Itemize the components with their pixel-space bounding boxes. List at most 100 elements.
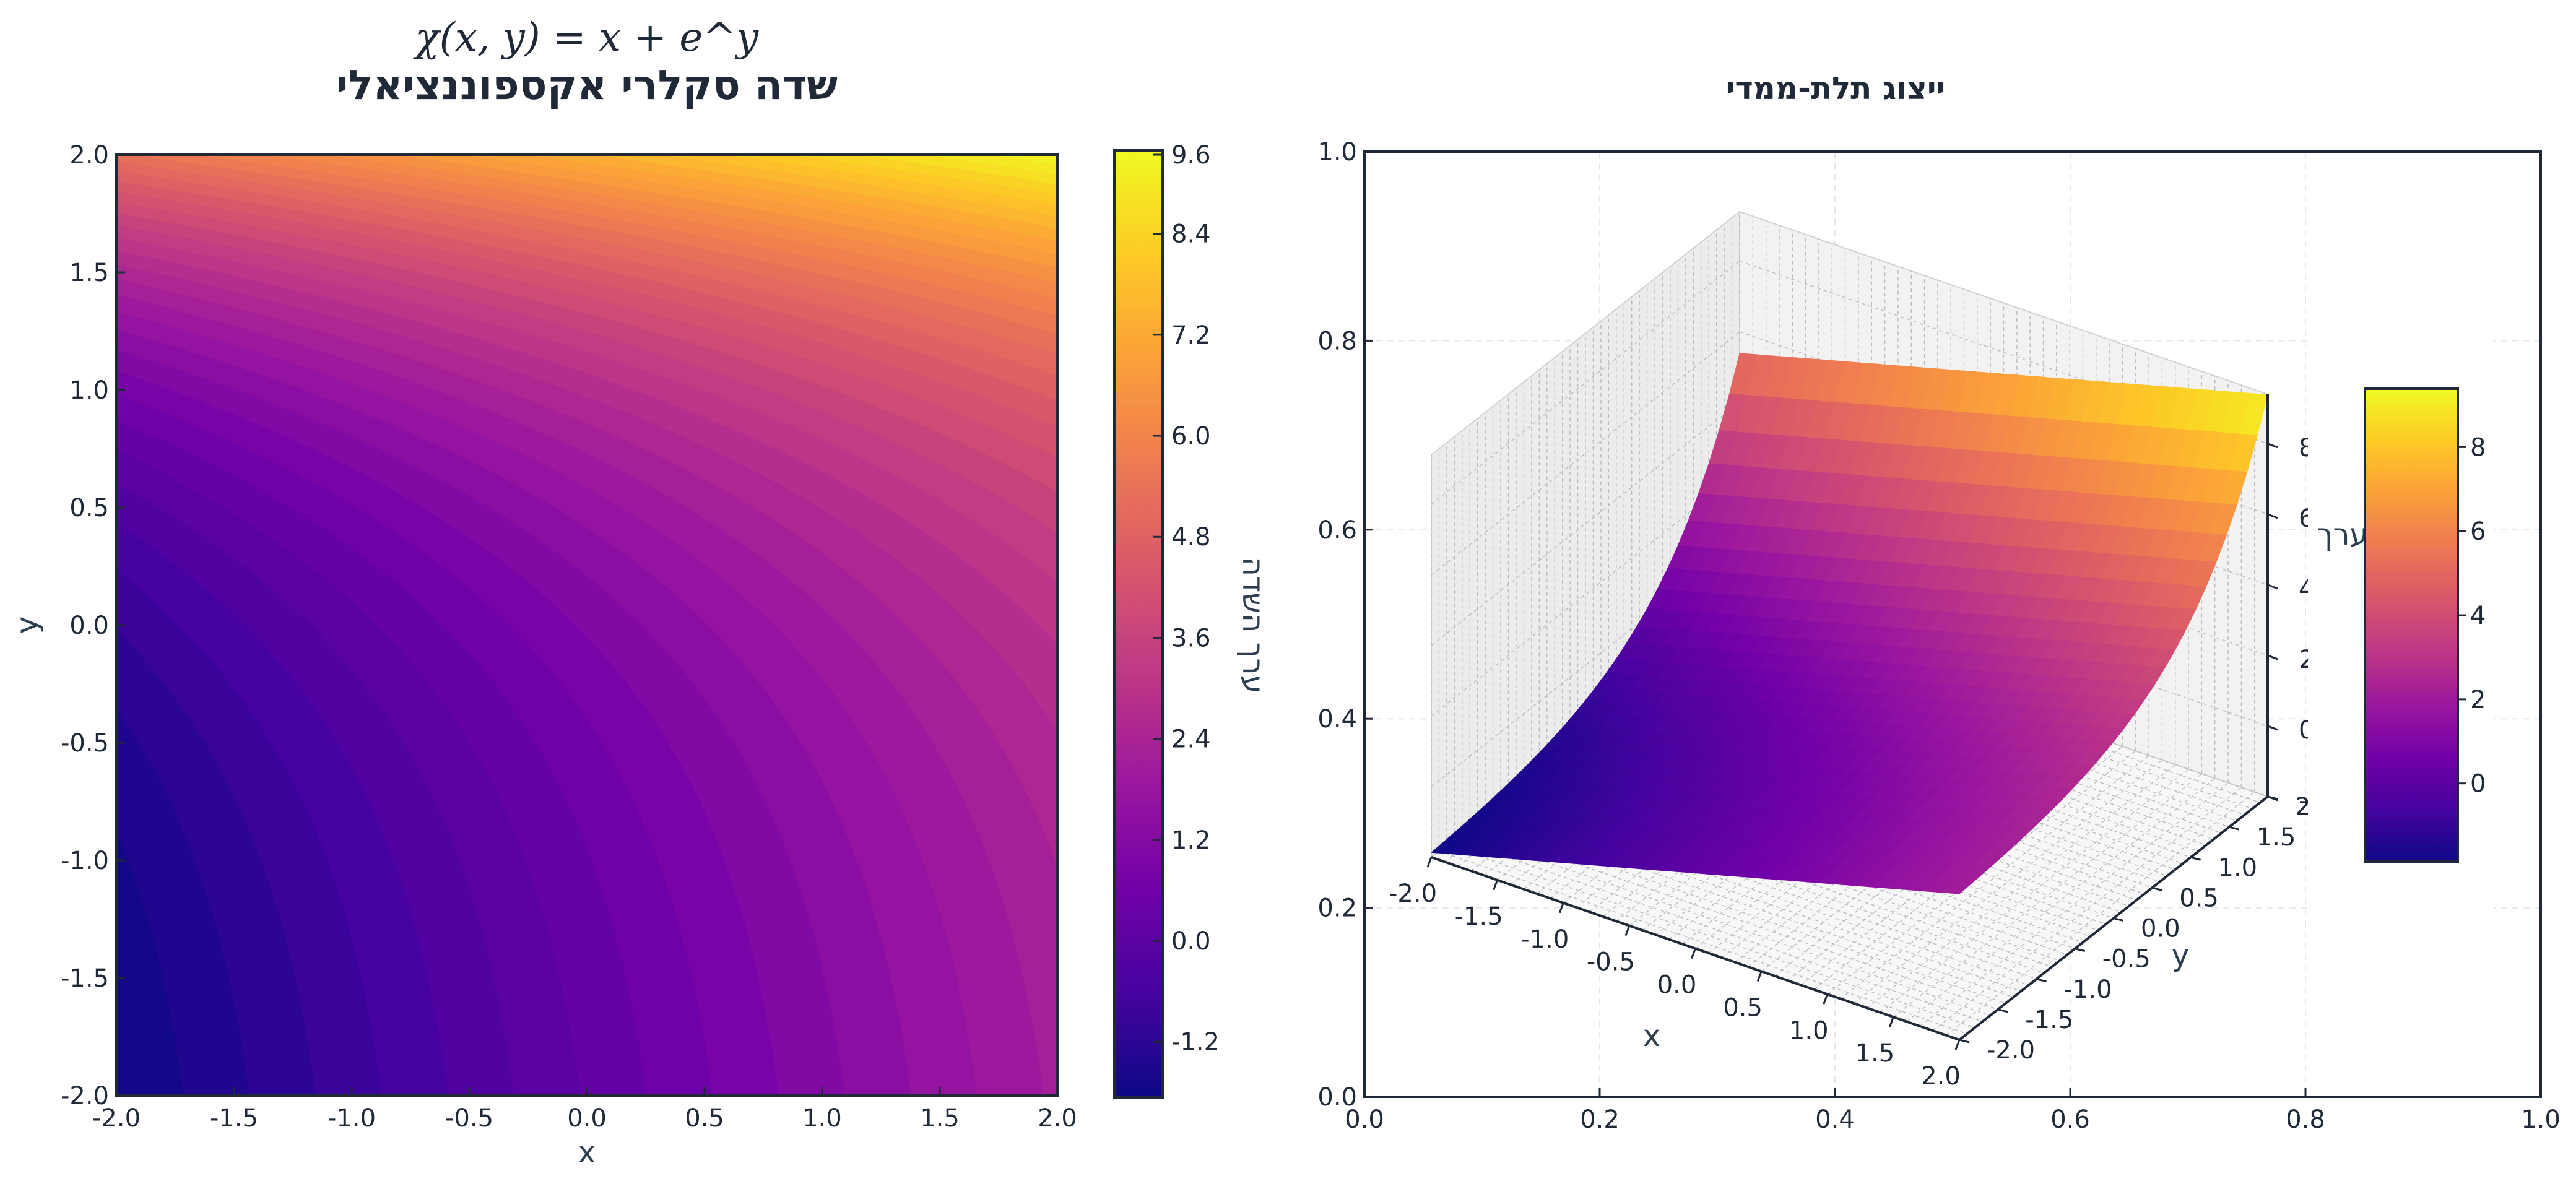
z-tick (2267, 584, 2278, 590)
contour-x-tick-label: -1.5 (210, 1104, 258, 1133)
x-tick-label: 0.0 (1657, 971, 1697, 1000)
surface-outer-y-ticks: 0.0 0.2 0.4 0.6 0.8 1.0 (1317, 138, 1373, 1112)
pane-grid-line (1516, 790, 2045, 974)
x-tick-label: -0.5 (1587, 948, 1635, 977)
contour-band (925, 155, 1057, 175)
y-tick-label: 1.0 (2218, 854, 2258, 882)
contour-x-tick-label: 2.0 (1038, 1104, 1077, 1133)
x-tick-label: 0.5 (1723, 993, 1763, 1022)
x-tick (1756, 971, 1763, 982)
y-tick (2036, 978, 2047, 983)
pane-grid-line (1477, 820, 2006, 1004)
contour-x-tick-label: -0.5 (445, 1104, 493, 1133)
outer-x-tick-label: 1.0 (2521, 1105, 2561, 1134)
contour-x-tick-label: 0.0 (567, 1104, 607, 1133)
outer-x-tick-label: 0.8 (2286, 1105, 2325, 1134)
contour-bands (116, 155, 1057, 1096)
surface-colorbar-tick-label: 8 (2470, 433, 2486, 462)
y-tick-label: -0.5 (2102, 945, 2151, 974)
pane-grid-line (1867, 764, 2176, 1008)
contour-y-tick-label: 2.0 (69, 141, 109, 170)
y-tick (2229, 826, 2240, 831)
contour-colorbar-tick-label: 2.4 (1171, 725, 1211, 754)
surface-colorbar-tick-label: 6 (2470, 517, 2486, 546)
outer-y-tick-label: 0.2 (1317, 894, 1357, 923)
x-tick (1954, 1039, 1961, 1050)
pane-grid-line (1431, 261, 1740, 505)
contour-x-tick-label: 0.5 (685, 1104, 724, 1133)
y-tick-label: -1.5 (2025, 1006, 2073, 1034)
pane-grid-line (1462, 832, 1991, 1016)
surface-title: ייצוג תלת-ממדי (1726, 71, 1946, 106)
y-tick (2075, 948, 2086, 953)
y-tick-label: -1.0 (2064, 975, 2112, 1004)
y-tick-label: 0.5 (2179, 884, 2219, 912)
contour-band (859, 155, 1057, 186)
surface-y-label: y (2172, 938, 2189, 973)
surface-outer-frame (1363, 150, 2542, 1098)
outer-y-tick-label: 1.0 (1317, 138, 1357, 166)
contour-y-tick-label: 0.5 (69, 494, 109, 522)
contour-band (116, 170, 1057, 400)
pane-grid-line (1446, 844, 1975, 1029)
contour-x-tick-label: -1.0 (327, 1104, 376, 1133)
contour-colorbar-tick-label: 8.4 (1171, 220, 1211, 249)
surface-colorbar-tick-label: 2 (2470, 686, 2486, 714)
surface-z-label: ערך (2317, 517, 2369, 552)
x-tick-label: 1.0 (1789, 1016, 1829, 1045)
contour-colorbar-tick-label: 6.0 (1171, 422, 1211, 451)
z-tick (2267, 443, 2278, 449)
pane-grid-line (1840, 755, 2149, 1000)
x-tick-label: -2.0 (1389, 880, 1437, 908)
contour-band (116, 155, 1057, 354)
pane-grid-line (1827, 750, 2136, 995)
contour-colorbar (1113, 149, 1164, 1099)
outer-x-tick-label: 0.4 (1815, 1105, 1855, 1134)
y-tick (2151, 886, 2162, 891)
contour-y-tick-label: -0.5 (61, 729, 109, 758)
contour-colorbar-tick-label: 7.2 (1171, 321, 1211, 350)
contour-y-ticks: -2.0 -1.5 -1.0 -0.5 0.0 0.5 1.0 1.5 2.0 (61, 141, 125, 1110)
y-tick-label: -2.0 (1987, 1036, 2035, 1065)
contour-colorbar-ticks: -1.2 0.0 1.2 2.4 3.6 4.8 6.0 7.2 8.4 9.6 (1153, 141, 1220, 1057)
outer-x-tick-label: 0.6 (2050, 1105, 2090, 1134)
pane-grid-line (1919, 782, 2229, 1027)
y-tick (1997, 1008, 2008, 1013)
outer-x-tick-label: 0.2 (1580, 1105, 1620, 1134)
z-tick (2267, 513, 2278, 519)
contour-y-tick-label: -1.0 (61, 847, 109, 875)
contour-colorbar-label: ערך השדה (1236, 556, 1270, 693)
contour-title: שדה סקלרי אקספוננציאלי (336, 61, 838, 109)
surface-colorbar (2364, 387, 2459, 863)
pane-grid-line (1431, 331, 1740, 576)
contour-x-label: x (578, 1135, 596, 1170)
pane-grid-line (1500, 802, 2029, 986)
outer-y-tick-label: 0.6 (1317, 516, 1357, 545)
surface-plot: ייצוג תלת-ממדי 0.0 0.2 0.4 0.6 0.8 1.0 0.0 0.2… (1317, 71, 2560, 1134)
pane-grid-line (1853, 759, 2162, 1004)
contour-y-tick-label: 1.0 (69, 376, 109, 405)
formula-label: χ(x, y) = x + e^y (413, 15, 759, 61)
contour-colorbar-tick-label: -1.2 (1171, 1028, 1220, 1057)
contour-y-tick-label: -1.5 (61, 964, 109, 993)
pane-grid-line (1946, 792, 2255, 1036)
contour-colorbar-tick-label: 9.6 (1171, 141, 1211, 170)
x-tick (1624, 925, 1631, 936)
pane-grid-line (1893, 773, 2202, 1018)
contour-band (116, 159, 1057, 376)
pane-grid-line (1880, 769, 2189, 1013)
contour-x-tick-label: 1.0 (802, 1104, 842, 1133)
contour-colorbar-tick-label: 0.0 (1171, 927, 1211, 956)
contour-band (116, 191, 1057, 457)
z-tick (2267, 795, 2278, 802)
contour-x-ticks: -2.0 -1.5 -1.0 -0.5 0.0 0.5 1.0 1.5 2.0 (92, 1087, 1077, 1133)
x-tick (1691, 948, 1696, 959)
pane-grid-line (1906, 777, 2216, 1023)
x-tick (1888, 1016, 1894, 1027)
contour-y-tick-label: 1.5 (69, 259, 109, 287)
x-tick-label: 1.5 (1855, 1039, 1895, 1068)
surface-facet (1941, 883, 1971, 894)
contour-y-tick-label: 0.0 (69, 612, 109, 640)
contour-band (116, 181, 1057, 427)
